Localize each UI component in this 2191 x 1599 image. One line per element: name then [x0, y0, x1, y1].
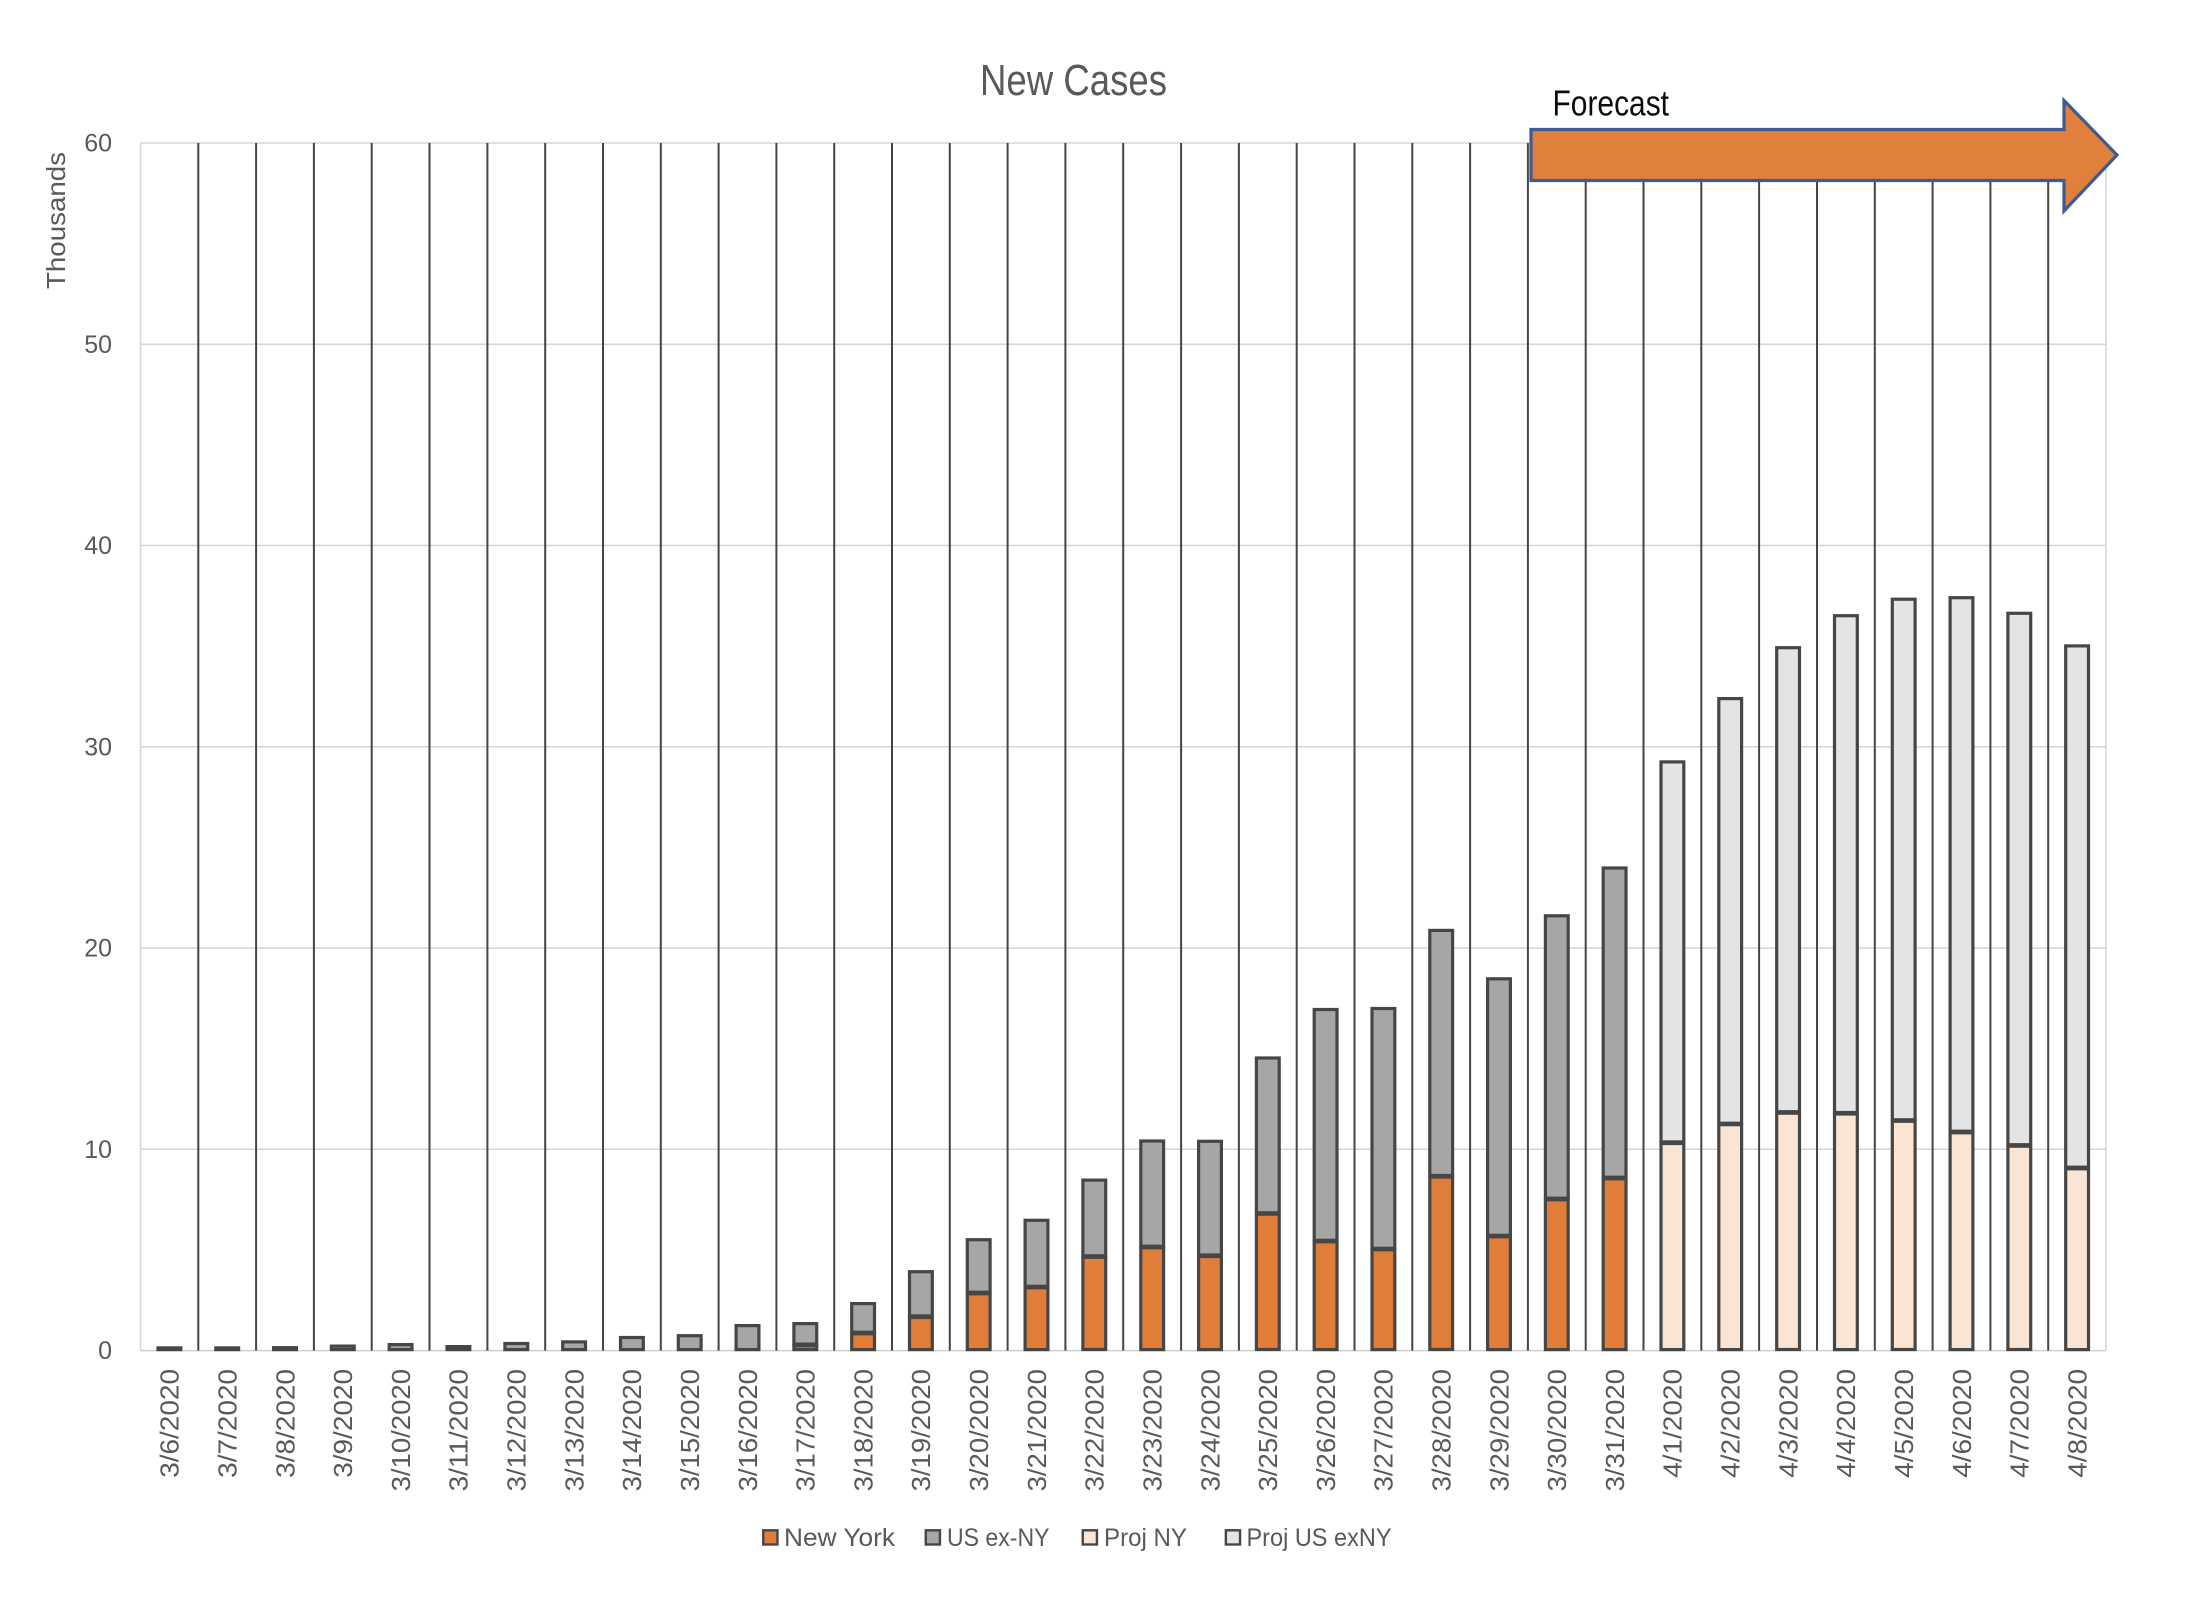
- svg-text:3/28/2020: 3/28/2020: [1429, 1369, 1457, 1491]
- svg-text:30: 30: [84, 733, 112, 761]
- svg-text:3/20/2020: 3/20/2020: [966, 1369, 994, 1491]
- svg-text:3/14/2020: 3/14/2020: [619, 1369, 647, 1491]
- svg-text:US ex-NY: US ex-NY: [947, 1524, 1050, 1552]
- svg-text:3/31/2020: 3/31/2020: [1602, 1369, 1630, 1491]
- svg-text:3/12/2020: 3/12/2020: [504, 1369, 532, 1491]
- svg-text:3/24/2020: 3/24/2020: [1197, 1369, 1225, 1491]
- svg-text:3/15/2020: 3/15/2020: [677, 1369, 705, 1491]
- svg-text:4/6/2020: 4/6/2020: [1949, 1369, 1977, 1478]
- svg-text:3/16/2020: 3/16/2020: [735, 1369, 763, 1491]
- svg-text:New Cases: New Cases: [980, 56, 1167, 105]
- svg-text:4/5/2020: 4/5/2020: [1891, 1369, 1919, 1478]
- svg-text:3/11/2020: 3/11/2020: [446, 1369, 474, 1491]
- svg-text:3/23/2020: 3/23/2020: [1140, 1369, 1168, 1491]
- svg-text:3/17/2020: 3/17/2020: [793, 1369, 821, 1491]
- svg-text:10: 10: [84, 1136, 112, 1164]
- svg-text:Proj US exNY: Proj US exNY: [1247, 1524, 1392, 1552]
- svg-text:0: 0: [98, 1337, 112, 1365]
- svg-text:40: 40: [84, 532, 112, 560]
- svg-text:20: 20: [84, 935, 112, 963]
- svg-text:New York: New York: [784, 1524, 896, 1552]
- svg-text:3/6/2020: 3/6/2020: [157, 1369, 185, 1478]
- svg-text:50: 50: [84, 331, 112, 359]
- svg-text:3/7/2020: 3/7/2020: [215, 1369, 243, 1478]
- svg-text:3/8/2020: 3/8/2020: [272, 1369, 300, 1478]
- svg-text:3/10/2020: 3/10/2020: [388, 1369, 416, 1491]
- svg-text:4/1/2020: 4/1/2020: [1660, 1369, 1688, 1478]
- svg-text:3/26/2020: 3/26/2020: [1313, 1369, 1341, 1491]
- svg-text:3/19/2020: 3/19/2020: [908, 1369, 936, 1491]
- svg-text:3/29/2020: 3/29/2020: [1486, 1369, 1514, 1491]
- svg-text:3/30/2020: 3/30/2020: [1544, 1369, 1572, 1491]
- svg-text:Forecast: Forecast: [1553, 83, 1670, 124]
- svg-text:3/27/2020: 3/27/2020: [1371, 1369, 1399, 1491]
- svg-text:4/7/2020: 4/7/2020: [2007, 1369, 2035, 1478]
- svg-text:3/13/2020: 3/13/2020: [561, 1369, 589, 1491]
- svg-text:3/25/2020: 3/25/2020: [1255, 1369, 1283, 1491]
- svg-text:60: 60: [84, 130, 112, 158]
- svg-text:Thousands: Thousands: [41, 152, 71, 289]
- svg-text:4/2/2020: 4/2/2020: [1718, 1369, 1746, 1478]
- svg-text:3/21/2020: 3/21/2020: [1024, 1369, 1052, 1491]
- svg-text:3/22/2020: 3/22/2020: [1082, 1369, 1110, 1491]
- svg-text:4/8/2020: 4/8/2020: [2064, 1369, 2092, 1478]
- svg-text:3/9/2020: 3/9/2020: [330, 1369, 358, 1478]
- svg-text:4/4/2020: 4/4/2020: [1833, 1369, 1861, 1478]
- svg-text:Proj NY: Proj NY: [1104, 1524, 1187, 1552]
- svg-text:4/3/2020: 4/3/2020: [1775, 1369, 1803, 1478]
- svg-text:3/18/2020: 3/18/2020: [850, 1369, 878, 1491]
